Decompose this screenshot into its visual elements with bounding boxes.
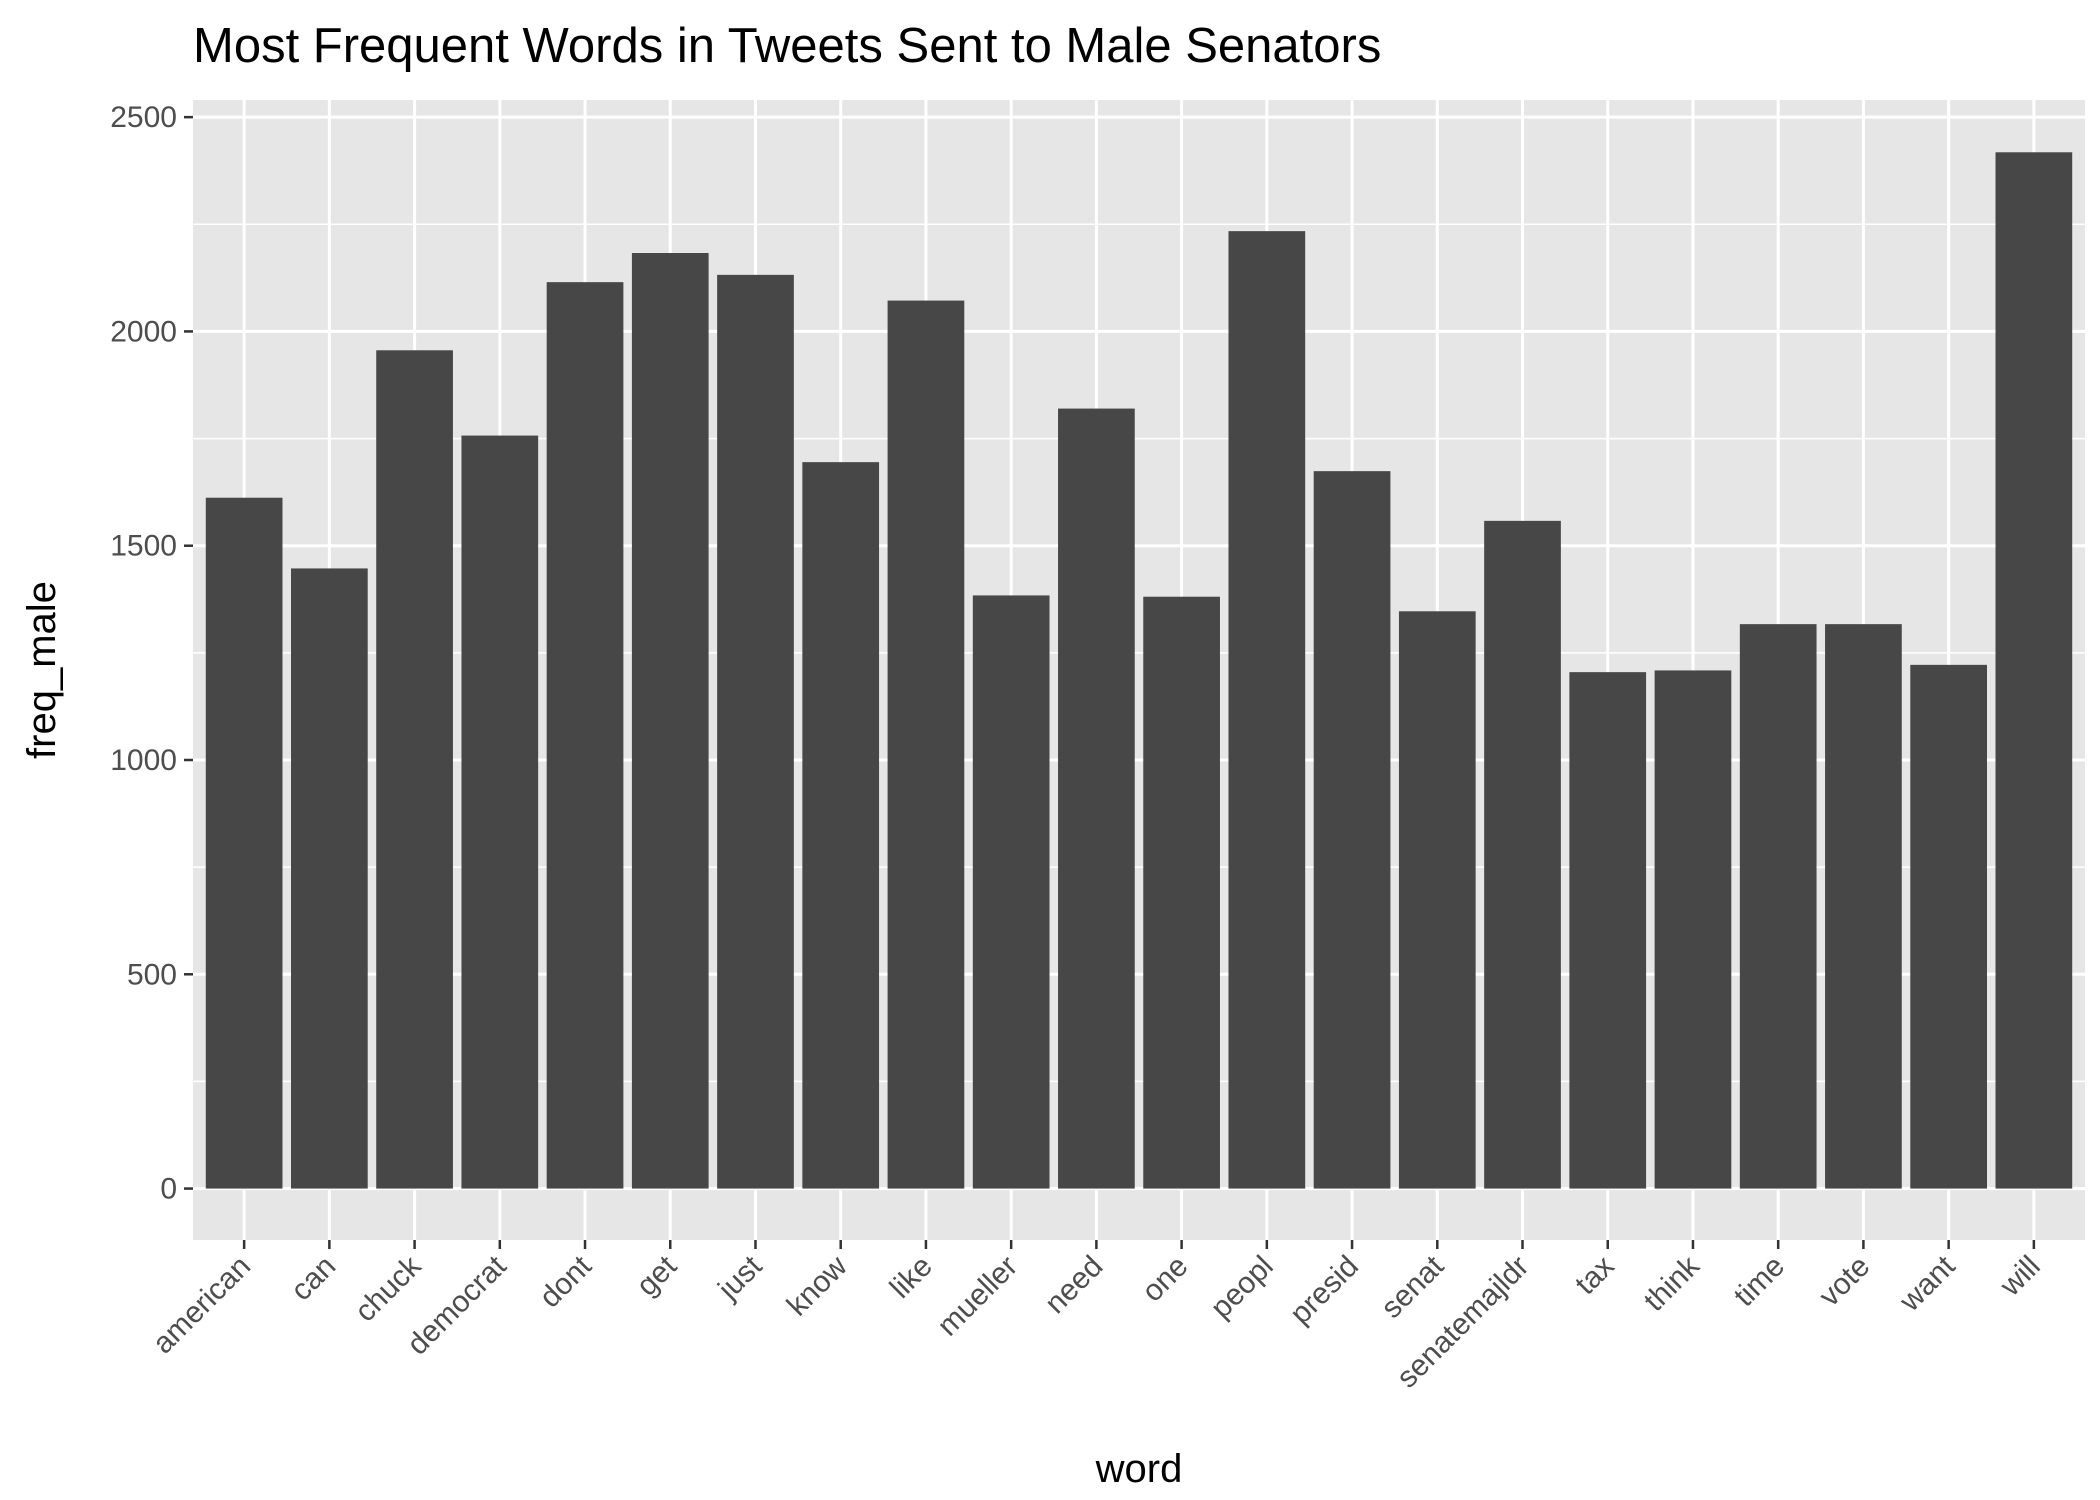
bar-american [205, 497, 283, 1189]
y-tick-label: 1000 [110, 744, 177, 777]
x-tick-label: senat [1375, 1249, 1451, 1325]
x-tick-label: mueller [931, 1250, 1024, 1343]
bar-want [1910, 664, 1987, 1189]
x-tick-label: think [1638, 1249, 1707, 1318]
x-tick-label: will [1993, 1250, 2047, 1304]
chart-title: Most Frequent Words in Tweets Sent to Ma… [193, 19, 1381, 73]
bar-think [1654, 670, 1732, 1189]
bar-one [1143, 596, 1220, 1189]
x-tick-label: know [781, 1249, 854, 1322]
x-tick-label: get [630, 1249, 683, 1302]
x-tick-label: like [884, 1250, 939, 1305]
bar-like [887, 300, 965, 1189]
y-tick-label: 2000 [110, 315, 177, 348]
y-tick-label: 0 [160, 1173, 177, 1206]
y-tick-label: 500 [127, 958, 177, 991]
bar-vote [1825, 624, 1902, 1189]
bar-know [802, 462, 880, 1189]
x-tick-label: chuck [349, 1249, 428, 1328]
bar-just [717, 274, 794, 1189]
x-tick-label: one [1136, 1250, 1195, 1309]
x-tick-label: need [1039, 1250, 1110, 1321]
bar-mueller [972, 595, 1050, 1189]
y-axis: 0 500 1000 1500 2000 2500 [110, 101, 193, 1206]
bar-need [1058, 408, 1135, 1189]
bar-can [291, 568, 368, 1189]
x-tick-label: tax [1569, 1250, 1621, 1302]
x-tick-label: just [711, 1249, 769, 1307]
x-tick-label: can [285, 1250, 343, 1308]
y-axis-title: freq_male [20, 581, 64, 759]
x-tick-label: presid [1284, 1250, 1365, 1331]
y-tick-label: 1500 [110, 530, 177, 563]
bar-dont [546, 282, 624, 1189]
bar-peopl [1228, 231, 1306, 1189]
bar-senatemajldr [1484, 520, 1561, 1189]
x-tick-label: want [1893, 1249, 1962, 1318]
x-tick-label: american [147, 1250, 258, 1361]
x-tick-label: vote [1813, 1250, 1876, 1313]
x-tick-label: time [1728, 1250, 1791, 1313]
bar-time [1739, 624, 1817, 1189]
x-tick-label: peopl [1205, 1250, 1280, 1325]
x-tick-label: dont [533, 1249, 598, 1314]
bar-get [631, 253, 709, 1189]
x-axis-title: word [1095, 1447, 1183, 1491]
bar-will [1995, 152, 2073, 1189]
y-tick-label: 2500 [110, 101, 177, 134]
bar-chuck [376, 350, 453, 1189]
bars [205, 152, 2073, 1189]
bar-presid [1313, 471, 1391, 1189]
bar-democrat [461, 435, 539, 1189]
bar-senat [1398, 611, 1476, 1189]
bar-tax [1569, 672, 1647, 1189]
